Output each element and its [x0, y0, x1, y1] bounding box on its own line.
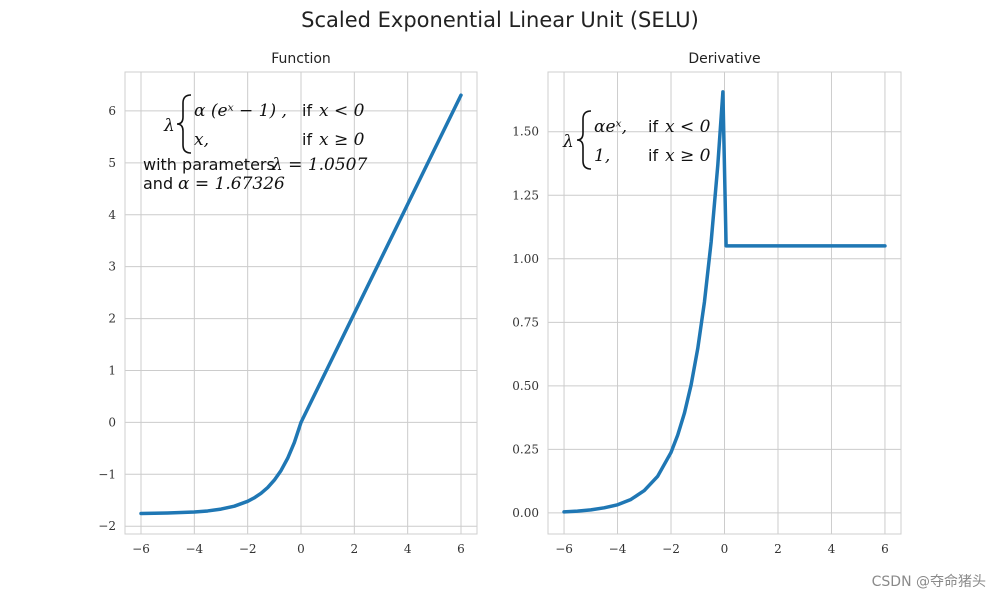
- derivative-case2-if: if: [648, 146, 658, 165]
- function-param-line2-math: α = 1.67326: [178, 174, 285, 194]
- function-subplot-title: Function: [271, 51, 331, 67]
- function-formula-annotation: λ α (eˣ − 1) , if x < 0 x, if x ≥ 0 with…: [143, 94, 367, 194]
- function-series-line: [139, 93, 463, 516]
- function-left-brace: [176, 94, 192, 154]
- function-param-line2-text: and: [143, 174, 173, 193]
- derivative-x-ticks: −6 −4 −2 0 2 4 6: [555, 542, 889, 556]
- derivative-case2-expr: 1,: [594, 146, 610, 166]
- derivative-case1-cond: x < 0: [665, 117, 711, 137]
- derivative-x-tick-label: 0: [721, 542, 729, 556]
- function-y-tick-label: 5: [108, 156, 116, 170]
- derivative-x-tick-label: 6: [881, 542, 889, 556]
- derivative-x-tick-label: −2: [662, 542, 680, 556]
- function-x-tick-label: 0: [297, 542, 305, 556]
- derivative-y-ticks: 0.00 0.25 0.50 0.75 1.00 1.25 1.50: [512, 125, 539, 520]
- function-case2-if: if: [302, 130, 312, 149]
- derivative-y-tick-label: 0.00: [512, 506, 539, 520]
- derivative-x-tick-label: 2: [774, 542, 782, 556]
- function-x-tick-label: −6: [132, 542, 150, 556]
- function-x-ticks: −6 −4 −2 0 2 4 6: [132, 542, 465, 556]
- function-y-tick-label: 4: [108, 208, 116, 222]
- derivative-series-line: [562, 90, 887, 514]
- watermark: CSDN @夺命猪头: [871, 574, 986, 590]
- derivative-y-tick-label: 1.50: [512, 125, 539, 139]
- derivative-x-tick-label: 4: [828, 542, 836, 556]
- derivative-y-tick-label: 1.25: [512, 188, 539, 202]
- derivative-panel: Derivative −6 −4 −2 0 2 4 6 0.00 0.25 0.50 0.75 1.…: [512, 51, 902, 556]
- function-x-tick-label: −4: [185, 542, 203, 556]
- function-y-tick-label: 6: [108, 104, 116, 118]
- function-param-line1-math: λ = 1.0507: [271, 155, 367, 175]
- function-case2-cond: x ≥ 0: [319, 130, 365, 150]
- function-y-tick-label: 0: [108, 415, 116, 429]
- derivative-subplot-title: Derivative: [688, 51, 760, 67]
- function-case1-expr: α (eˣ − 1) ,: [194, 101, 287, 121]
- function-x-tick-label: 6: [457, 542, 465, 556]
- function-axes-frame: [124, 71, 478, 535]
- derivative-y-tick-label: 0.50: [512, 379, 539, 393]
- derivative-left-brace: [576, 110, 592, 170]
- function-y-tick-label: 3: [108, 260, 116, 274]
- function-case2-expr: x,: [194, 130, 209, 150]
- derivative-formula-annotation: λ αeˣ, if x < 0 1, if x ≥ 0: [562, 110, 711, 170]
- function-case1-cond: x < 0: [319, 101, 365, 121]
- function-y-ticks: −2 −1 0 1 2 3 4 5 6: [98, 104, 116, 533]
- function-y-tick-label: −2: [98, 519, 116, 533]
- function-panel: Function −6 −4 −2 0 2 4 6 −2 −1 0 1 2 3 4 5 6 λ α (eˣ …: [98, 51, 478, 556]
- derivative-y-tick-label: 0.25: [512, 442, 539, 456]
- derivative-y-tick-label: 0.75: [512, 315, 539, 329]
- derivative-x-tick-label: −4: [609, 542, 627, 556]
- derivative-case1-expr: αeˣ,: [594, 117, 627, 137]
- function-lambda: λ: [163, 116, 175, 136]
- function-y-tick-label: 1: [108, 363, 116, 377]
- figure-title: Scaled Exponential Linear Unit (SELU): [301, 8, 699, 32]
- derivative-case2-cond: x ≥ 0: [665, 146, 711, 166]
- derivative-case1-if: if: [648, 117, 658, 136]
- function-grid: [125, 72, 477, 534]
- derivative-axes-frame: [547, 71, 902, 535]
- function-x-tick-label: 4: [404, 542, 412, 556]
- function-param-line1-text: with parameters: [143, 155, 275, 174]
- derivative-x-tick-label: −6: [555, 542, 573, 556]
- function-y-tick-label: −1: [98, 467, 116, 481]
- function-y-tick-label: 2: [108, 312, 116, 326]
- function-case1-if: if: [302, 101, 312, 120]
- function-x-tick-label: −2: [239, 542, 257, 556]
- derivative-lambda: λ: [562, 132, 574, 152]
- derivative-y-tick-label: 1.00: [512, 252, 539, 266]
- function-x-tick-label: 2: [351, 542, 359, 556]
